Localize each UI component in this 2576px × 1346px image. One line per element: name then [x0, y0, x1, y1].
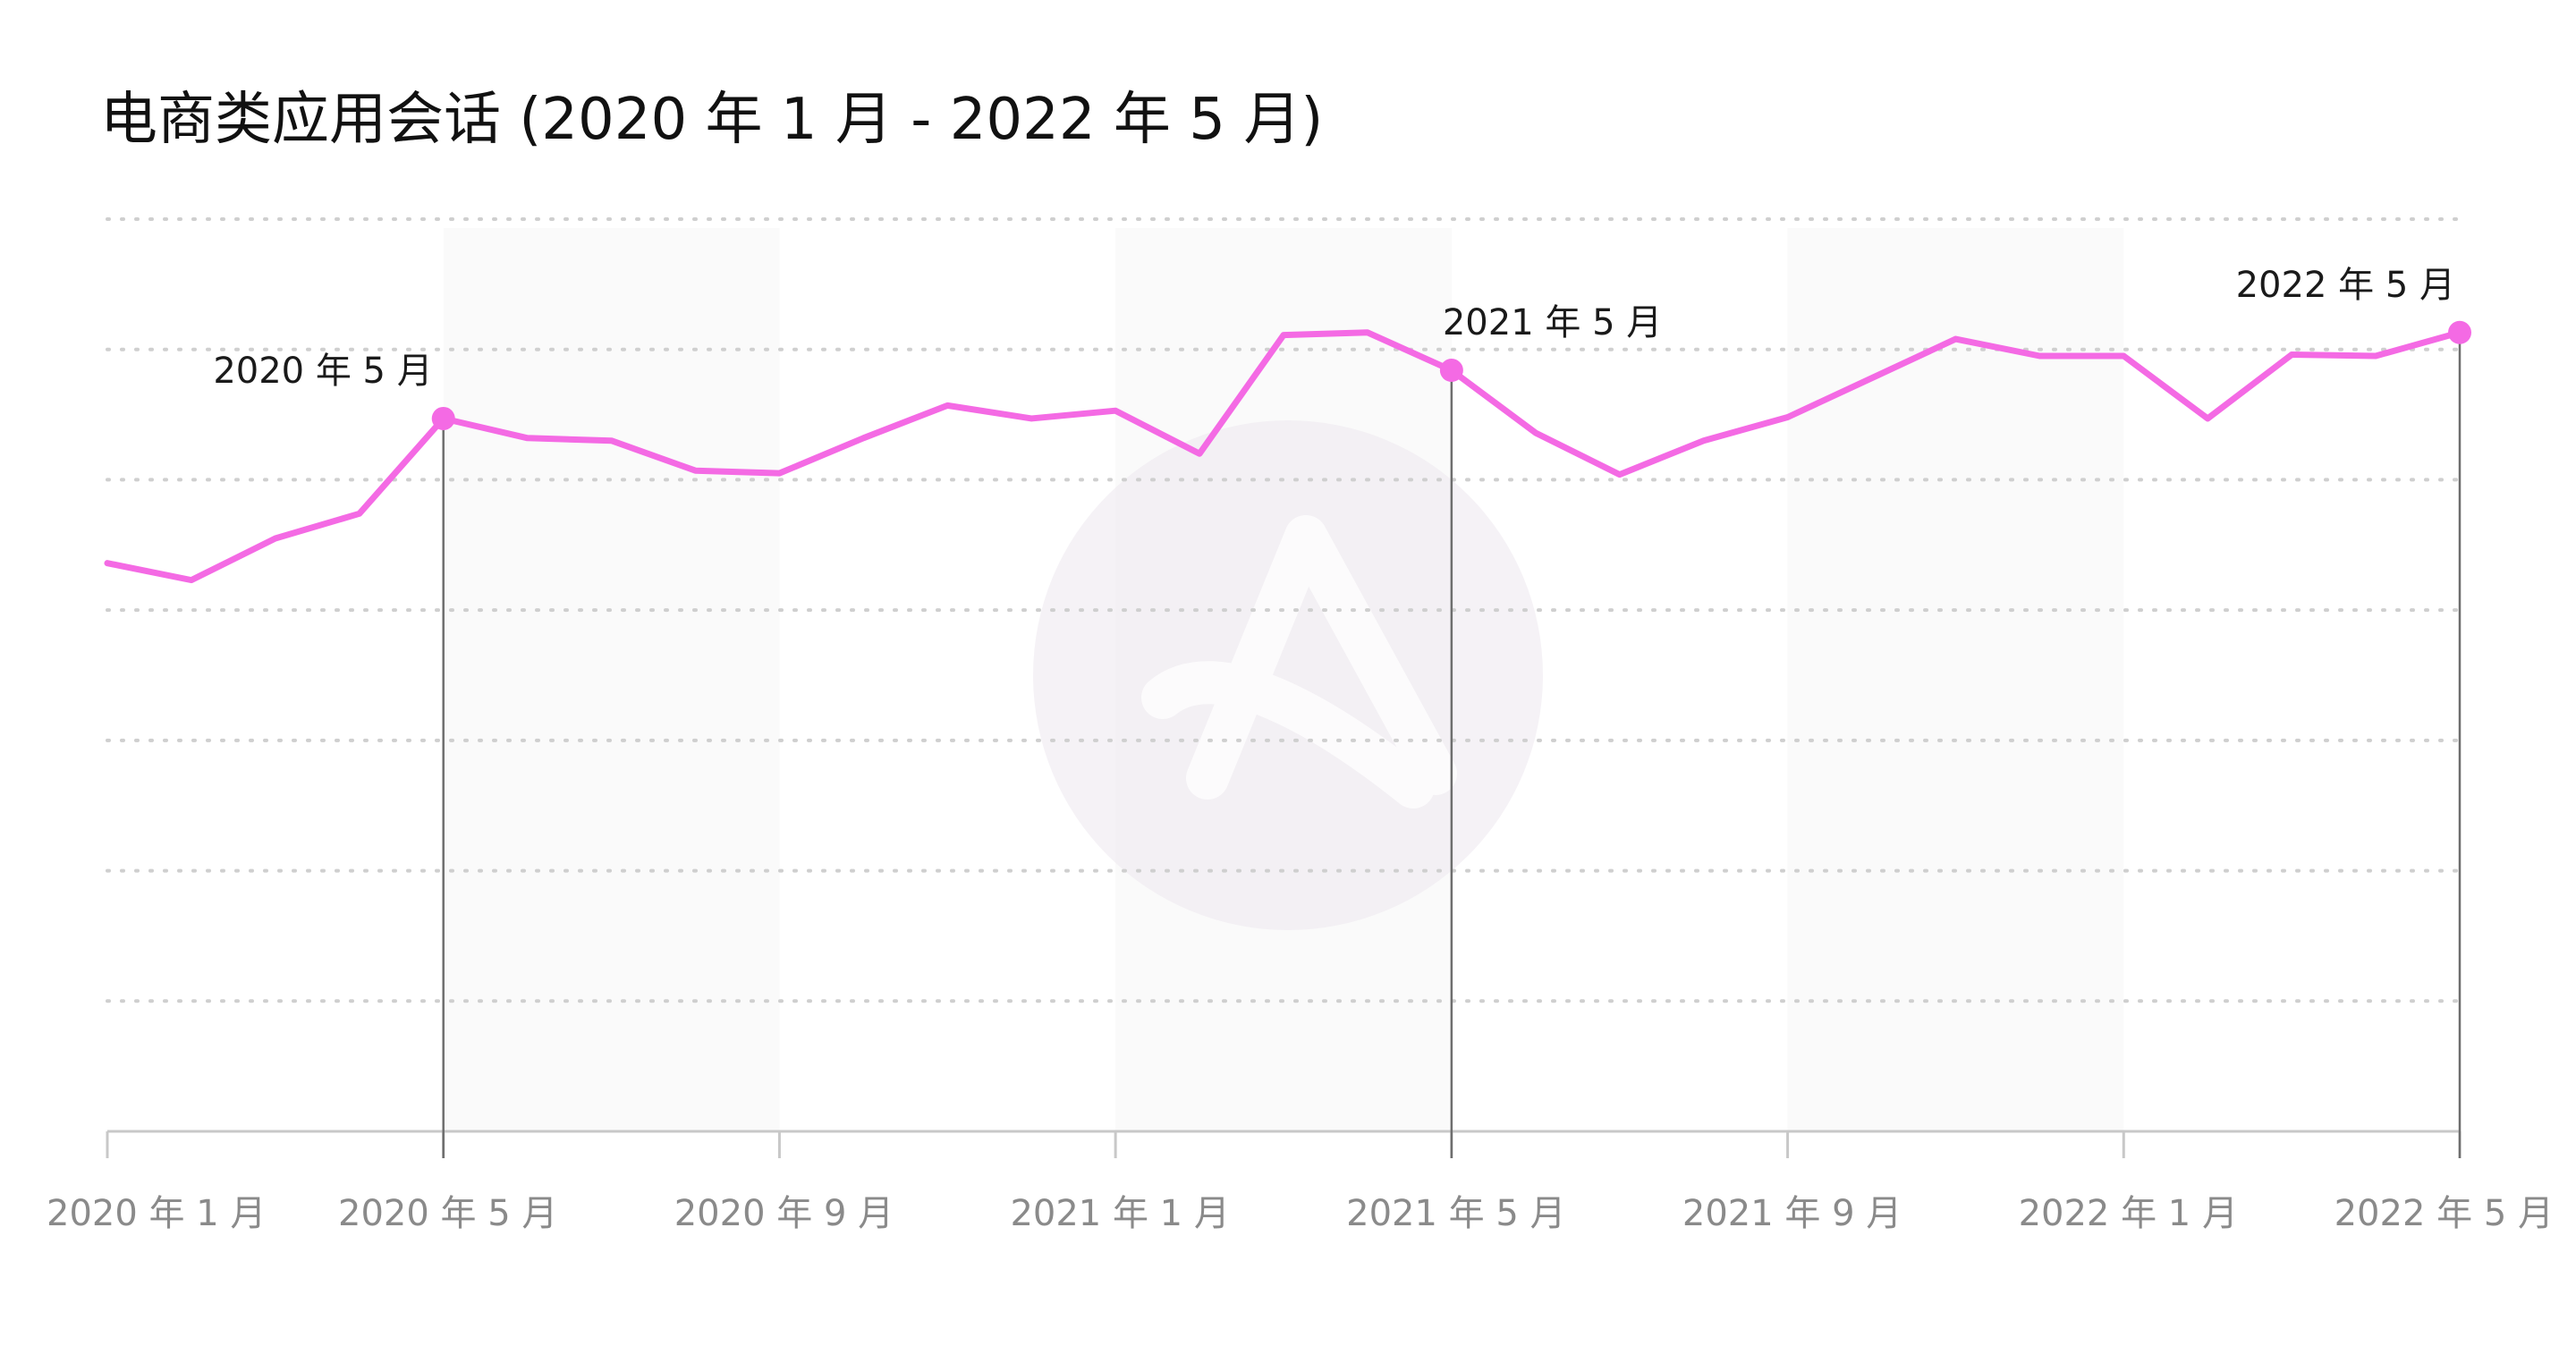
watermark-logo: [1033, 420, 1543, 930]
x-tick-label: 2021 年 9 月: [1682, 1193, 1902, 1234]
x-axis-ticks: 2020 年 1 月 2020 年 5 月 2020 年 9 月 2021 年 1 月…: [47, 1131, 2554, 1234]
x-tick-label: 2020 年 9 月: [674, 1193, 894, 1234]
highlight-point[interactable]: [2448, 320, 2471, 344]
background-band: [1787, 228, 2124, 1131]
series-line: [104, 329, 2463, 584]
x-tick-label: 2021 年 5 月: [1346, 1193, 1565, 1234]
x-tick-label: 2020 年 5 月: [338, 1193, 557, 1234]
gridlines: [106, 217, 2462, 1003]
highlight-points: [431, 320, 2471, 430]
watermark-circle: [1033, 420, 1543, 930]
x-tick-label: 2020 年 1 月: [47, 1193, 266, 1234]
x-tick-label: 2021 年 1 月: [1010, 1193, 1229, 1234]
highlight-point[interactable]: [431, 406, 455, 430]
x-tick-label: 2022 年 1 月: [2019, 1193, 2238, 1234]
background-band: [443, 228, 780, 1131]
highlight-point[interactable]: [1439, 359, 1463, 383]
highlight-point-labels: 2020 年 5 月 2021 年 5 月 2022 年 5 月: [213, 265, 2455, 392]
series-layer: [104, 329, 2463, 584]
highlight-drop-lines: [442, 332, 2462, 1158]
watermark-glyph: [1141, 515, 1457, 808]
highlight-point-label: 2022 年 5 月: [2236, 265, 2455, 306]
chart-title: 电商类应用会话 (2020 年 1 月 - 2022 年 5 月): [100, 87, 1323, 153]
highlight-point-label: 2020 年 5 月: [213, 351, 432, 392]
x-tick-label: 2022 年 5 月: [2334, 1193, 2554, 1234]
highlight-point-label: 2021 年 5 月: [1443, 302, 1662, 343]
